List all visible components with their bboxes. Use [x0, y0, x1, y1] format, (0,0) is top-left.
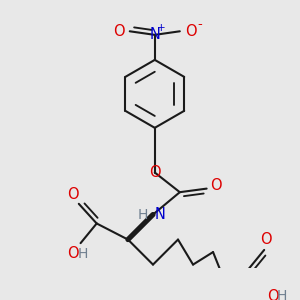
- Text: N: N: [149, 27, 160, 42]
- Text: O: O: [149, 165, 160, 180]
- Text: O: O: [68, 246, 79, 261]
- Text: N: N: [155, 207, 166, 222]
- Text: O: O: [185, 24, 196, 39]
- Text: O: O: [260, 232, 272, 247]
- Text: O: O: [210, 178, 221, 193]
- Text: +: +: [157, 23, 165, 33]
- Text: O: O: [267, 289, 279, 300]
- Text: H: H: [137, 208, 148, 221]
- Text: O: O: [113, 24, 125, 39]
- Text: O: O: [68, 188, 79, 202]
- Text: H: H: [277, 290, 287, 300]
- Text: H: H: [77, 247, 88, 261]
- Text: -: -: [197, 18, 202, 31]
